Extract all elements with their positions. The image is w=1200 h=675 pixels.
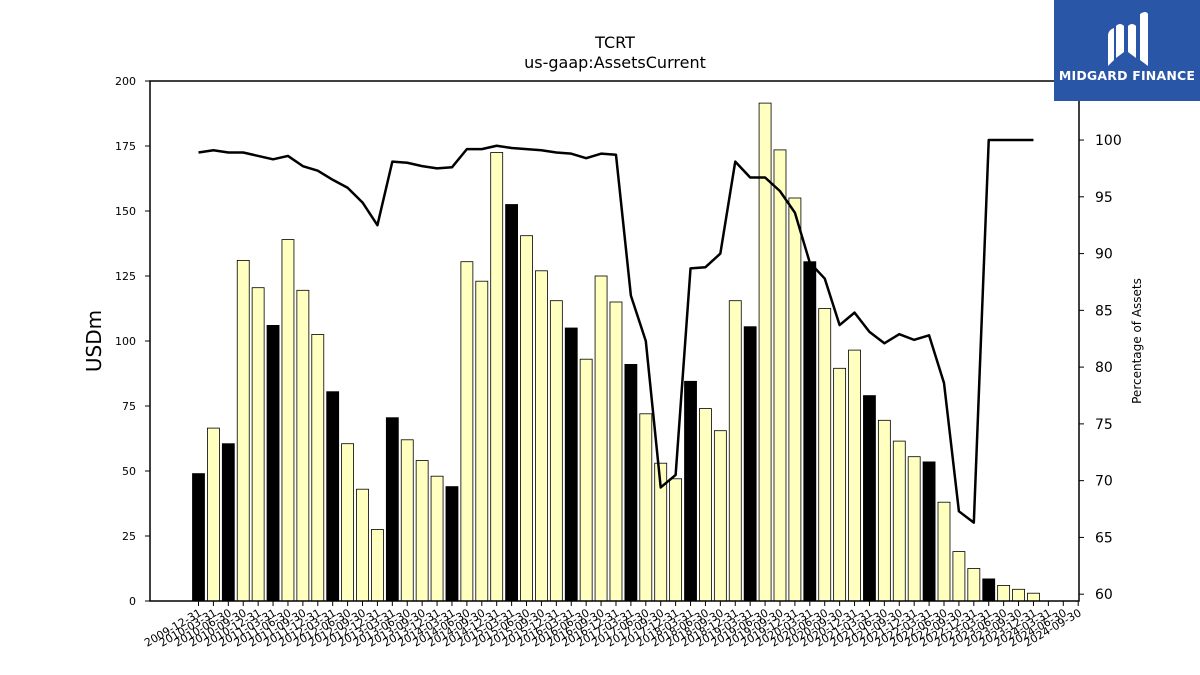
logo-text: MIDGARD FINANCE	[1058, 68, 1196, 83]
bar-2018-09-30	[713, 430, 727, 602]
bar-2017-03-31	[624, 363, 638, 602]
bar-2022-03-31	[922, 461, 936, 602]
bar-2016-12-31	[609, 301, 623, 602]
bar-2013-06-30	[400, 439, 414, 602]
y2-tick-label: 85	[1095, 303, 1113, 319]
bar-2012-06-30	[341, 443, 355, 602]
bar-2011-09-30	[296, 289, 310, 602]
bar-2020-03-31	[803, 261, 817, 602]
bar-2009-12-31	[192, 473, 205, 602]
y-tick-label: 200	[115, 75, 136, 88]
bar-2015-03-31	[505, 204, 519, 602]
y2-tick-label: 75	[1095, 417, 1113, 433]
y2-tick-label: 65	[1095, 530, 1113, 546]
y-axis-left: 0 25 50 75 100 125 150 175 200	[115, 75, 150, 608]
bar-2021-12-31	[907, 456, 921, 602]
brand-logo: MIDGARD FINANCE	[1054, 0, 1200, 101]
bar-2023-03-31	[982, 578, 996, 602]
y2-tick-label: 90	[1095, 247, 1113, 263]
bar-2020-12-31	[848, 349, 861, 602]
y-axis-label: USDm	[82, 310, 106, 372]
bar-2010-12-31	[251, 287, 265, 602]
bar-2015-12-31	[549, 300, 563, 602]
bar-2011-06-30	[281, 239, 295, 602]
bar-2011-03-31	[266, 324, 280, 602]
bar-2021-03-31	[863, 395, 876, 602]
bar-2018-12-31	[728, 300, 742, 602]
bar-2012-09-30	[356, 488, 369, 602]
bar-2014-09-30	[475, 280, 489, 602]
percentage-line	[198, 138, 1034, 524]
chart-subtitle: us-gaap:AssetsCurrent	[524, 53, 706, 72]
y-tick-label: 75	[122, 400, 136, 413]
bar-2021-09-30	[892, 440, 906, 602]
bar-2010-06-30	[221, 443, 235, 602]
bar-2016-03-31	[564, 327, 578, 602]
bar-2013-09-30	[415, 460, 429, 602]
bar-2017-06-30	[639, 413, 653, 602]
y2-tick-label: 100	[1095, 133, 1122, 149]
bar-2011-12-31	[311, 334, 325, 602]
bar-2014-06-30	[460, 261, 474, 602]
bar-2021-06-30	[877, 419, 891, 602]
y-tick-label: 100	[115, 335, 136, 348]
y2-axis-label: Percentage of Assets	[1130, 278, 1144, 404]
bar-2012-12-31	[371, 529, 384, 602]
y2-tick-label: 70	[1095, 474, 1113, 490]
y2-tick-label: 80	[1095, 360, 1113, 376]
x-axis: 2009-12-312010-03-312010-06-302010-09-30…	[142, 601, 1084, 650]
y-axis-right: 60 65 70 75 80 85 90 95 100	[1079, 133, 1122, 603]
bar-series	[192, 102, 1040, 602]
bar-2015-06-30	[520, 235, 533, 602]
bar-2015-09-30	[535, 270, 548, 602]
bar-2012-03-31	[326, 391, 340, 602]
bar-2023-09-30	[1012, 588, 1025, 602]
bar-2018-06-30	[699, 408, 712, 602]
logo-mark-icon	[1108, 12, 1148, 66]
bar-2019-09-30	[773, 149, 787, 602]
bar-2013-03-31	[385, 417, 399, 602]
y-tick-label: 150	[115, 205, 136, 218]
bar-2019-12-31	[788, 197, 802, 602]
y2-tick-label: 95	[1095, 190, 1113, 206]
chart-title: TCRT	[594, 33, 635, 52]
bar-2013-12-31	[430, 475, 444, 602]
y2-tick-label: 60	[1095, 587, 1113, 603]
bar-2022-09-30	[952, 551, 966, 602]
y-tick-label: 50	[122, 465, 136, 478]
bar-2020-09-30	[833, 367, 847, 602]
bar-2018-03-31	[684, 380, 697, 602]
bar-2023-06-30	[997, 585, 1011, 602]
bar-2014-03-31	[445, 486, 459, 602]
y-tick-label: 25	[122, 530, 136, 543]
bar-2016-09-30	[594, 275, 608, 602]
y-tick-label: 0	[129, 595, 136, 608]
bar-2020-06-30	[818, 308, 832, 602]
y-tick-label: 175	[115, 140, 136, 153]
bar-2019-03-31	[743, 326, 757, 602]
bar-2010-03-31	[207, 427, 220, 602]
bar-2022-12-31	[967, 568, 981, 602]
bar-2023-12-31	[1027, 592, 1040, 602]
bar-2014-12-31	[490, 152, 504, 602]
bar-2022-06-30	[937, 501, 951, 602]
bar-2016-06-30	[579, 358, 593, 602]
bar-2010-09-30	[236, 259, 250, 602]
bar-2017-12-31	[669, 478, 683, 602]
line-series	[198, 138, 1034, 524]
y-tick-label: 125	[115, 270, 136, 283]
